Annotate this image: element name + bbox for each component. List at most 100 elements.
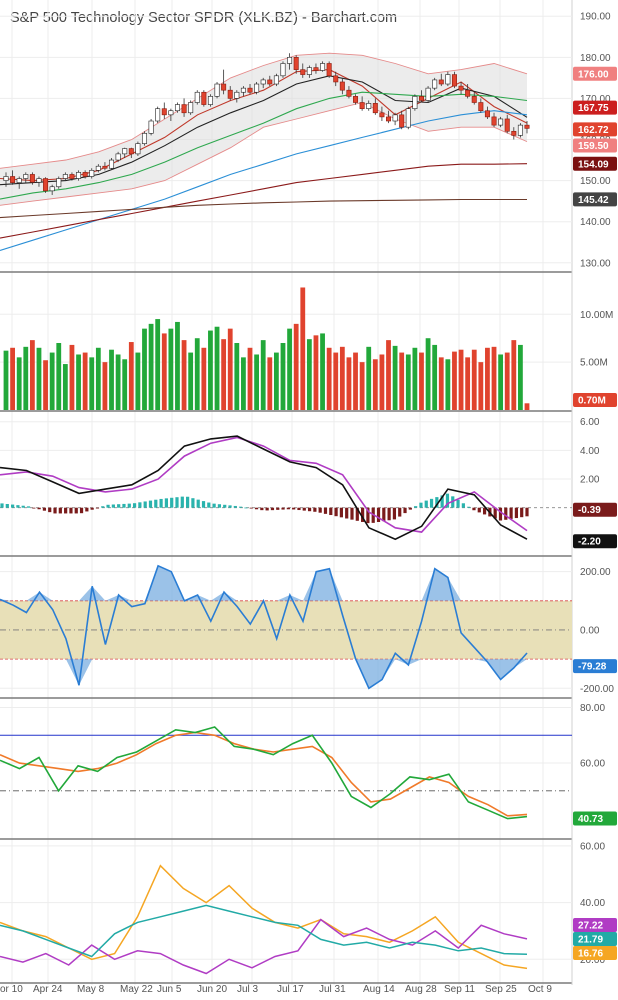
- volume-bar: [194, 338, 200, 410]
- candle-body: [320, 63, 326, 71]
- macd-histogram-bar: [467, 506, 471, 508]
- macd-histogram-bar: [117, 504, 121, 508]
- macd-histogram-bar: [477, 507, 481, 513]
- macd-histogram-bar: [361, 507, 365, 522]
- macd-histogram-bar: [387, 507, 391, 521]
- candle-body: [155, 108, 161, 122]
- macd-histogram-bar: [509, 507, 513, 519]
- macd-histogram-bar: [398, 507, 402, 517]
- volume-bar: [425, 338, 431, 410]
- price-badge-text: 145.42: [578, 195, 609, 206]
- di-plus-badge-text: 27.22: [578, 921, 603, 932]
- candle-body: [267, 79, 273, 85]
- y-tick-label: 6.00: [580, 417, 600, 428]
- volume-bar: [320, 333, 325, 410]
- macd-histogram-bar: [5, 503, 9, 508]
- macd-histogram-bar: [297, 507, 301, 511]
- volume-bar: [359, 362, 365, 410]
- macd-histogram-bar: [307, 507, 312, 512]
- candle-body: [300, 69, 306, 75]
- macd-histogram-bar: [408, 507, 412, 510]
- volume-bar: [43, 360, 48, 410]
- macd-histogram-bar: [244, 507, 248, 509]
- macd-histogram-bar: [164, 498, 168, 508]
- candle-body: [293, 57, 299, 70]
- x-tick-label: Aug 14: [363, 984, 395, 995]
- candle-body: [62, 174, 68, 179]
- macd-histogram-bar: [196, 499, 200, 508]
- overlay-bb_upper: [0, 52, 528, 169]
- volume-bar: [452, 351, 457, 410]
- volume-bar: [214, 326, 220, 410]
- macd-histogram-bar: [472, 507, 476, 511]
- volume-bar: [260, 340, 266, 410]
- macd-histogram-bar: [212, 503, 216, 508]
- cci-badge: -79.28: [573, 659, 617, 674]
- macd-histogram-bar: [64, 507, 68, 514]
- candle-body: [392, 114, 398, 122]
- macd-line-badge-text: -2.20: [578, 537, 601, 548]
- macd-line-badge: -2.20: [573, 534, 617, 549]
- candle-body: [465, 89, 471, 97]
- volume-bar: [168, 328, 174, 410]
- volume-bar: [445, 359, 451, 410]
- macd-histogram-bar: [520, 507, 524, 518]
- volume-bar: [491, 346, 497, 410]
- macd-histogram-bar: [493, 507, 497, 519]
- volume-bar: [524, 403, 530, 410]
- macd-histogram-bar: [429, 498, 434, 508]
- macd-histogram-bar: [504, 507, 508, 520]
- volume-bar: [102, 362, 108, 410]
- overlay-bb_lower: [0, 102, 528, 206]
- volume-bar: [326, 347, 332, 410]
- rsi-rsi-line: [0, 726, 528, 820]
- macd-histogram-bar: [143, 501, 147, 508]
- rsi-badge-text: 40.73: [578, 814, 603, 825]
- macd-histogram-bar: [26, 506, 31, 508]
- price-badge-bg: [573, 156, 617, 171]
- macd-histogram-bar: [270, 507, 275, 511]
- x-tick-label: Sep 11: [444, 984, 475, 995]
- macd-histogram-bar: [106, 504, 110, 508]
- x-tick-label: May 8: [77, 984, 105, 995]
- macd-histogram-bar: [101, 506, 105, 508]
- candle-body: [260, 79, 266, 85]
- macd-histogram-bar: [0, 503, 4, 508]
- candle-body: [418, 96, 424, 101]
- volume-bar: [267, 357, 273, 410]
- macd-histogram-bar: [318, 507, 322, 513]
- candle-body: [181, 104, 187, 114]
- adx-di_minus-line: [0, 904, 528, 958]
- candle-body: [425, 87, 431, 101]
- candle-body: [227, 89, 233, 99]
- macd-hist-badge: -0.39: [573, 502, 617, 517]
- macd-histogram-bar: [85, 507, 89, 512]
- macd-histogram-bar: [148, 500, 153, 508]
- candle-body: [128, 148, 134, 155]
- candle-body: [82, 172, 88, 177]
- volume-bar: [412, 347, 418, 410]
- y-tick-label: 60.00: [580, 841, 605, 852]
- volume-bar: [518, 344, 523, 410]
- macd-histogram-bar: [154, 499, 158, 508]
- macd-histogram-bar: [382, 507, 386, 522]
- volume-bar: [161, 333, 167, 410]
- candle-body: [122, 148, 128, 155]
- volume-bar: [155, 319, 161, 410]
- volume-bar: [181, 340, 187, 410]
- macd-histogram-bar: [456, 499, 460, 508]
- candle-body: [511, 130, 517, 136]
- candle-body: [141, 133, 147, 144]
- volume-bar: [392, 345, 398, 410]
- candle-body: [326, 63, 332, 77]
- macd-histogram-bar: [376, 507, 381, 522]
- volume-bar: [208, 330, 213, 410]
- macd-histogram-bar: [132, 503, 137, 508]
- volume-bar: [227, 328, 233, 410]
- macd-histogram-bar: [323, 507, 328, 514]
- candle-body: [524, 124, 530, 129]
- macd-histogram-bar: [366, 507, 370, 524]
- volume-bar: [273, 352, 279, 410]
